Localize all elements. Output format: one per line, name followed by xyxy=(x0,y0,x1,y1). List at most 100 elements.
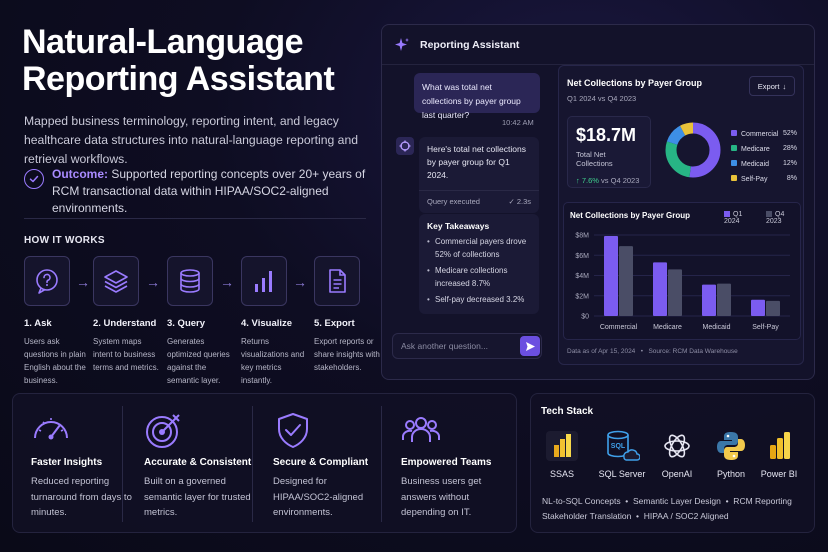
team-icon xyxy=(401,410,441,450)
tech-power-bi: Power BI xyxy=(752,428,806,479)
tech-python: Python xyxy=(704,428,758,479)
bar-chart-panel: Net Collections by Payer Group Q1 2024 Q4… xyxy=(563,202,801,340)
tech-openai: OpenAI xyxy=(650,428,704,479)
legend-label: Medicare xyxy=(741,145,770,153)
features-panel: Faster Insights Reduced reporting turnar… xyxy=(12,393,517,533)
legend-label: Commercial xyxy=(741,130,779,138)
document-icon xyxy=(329,269,346,293)
footer-source: Source: RCM Data Warehouse xyxy=(648,348,738,355)
step-export xyxy=(314,256,360,306)
feature-desc: Built on a governed semantic layer for t… xyxy=(144,476,251,518)
query-time: 2.3s xyxy=(516,197,531,206)
takeaway-item: Commercial payers drove 52% of collectio… xyxy=(427,236,531,261)
page-title: Natural-Language Reporting Assistant xyxy=(22,23,335,98)
feature-title: Accurate & Consistent xyxy=(144,457,252,468)
bar xyxy=(717,283,731,316)
feature-desc: Reduced reporting turnaround from days t… xyxy=(31,476,132,518)
tech-label: Power BI xyxy=(760,469,798,479)
tech-label: SSAS xyxy=(549,469,574,479)
hero-subtitle: Mapped business terminology, reporting i… xyxy=(24,114,359,166)
gauge-icon xyxy=(31,410,71,450)
send-button[interactable] xyxy=(520,336,540,356)
tech-stack-panel: Tech Stack SSAS SQL SQL Server OpenAI Py… xyxy=(530,393,815,533)
query-status-label: Query executed xyxy=(427,197,480,206)
x-tick-label: Commercial xyxy=(600,324,638,331)
step-title: 2. Understand xyxy=(93,318,157,329)
feature-title: Secure & Compliant xyxy=(273,457,369,468)
step-title: 5. Export xyxy=(314,318,355,329)
divider xyxy=(122,406,123,522)
y-tick-label: $4M xyxy=(575,273,589,280)
step-desc: Returns visualizations and key metrics i… xyxy=(241,337,305,385)
step-title: 1. Ask xyxy=(24,318,52,329)
feature-desc: Designed for HIPAA/SOC2-aligned environm… xyxy=(273,476,364,518)
ask-input[interactable]: Ask another question... xyxy=(392,333,542,359)
legend-value: 12% xyxy=(782,160,797,167)
step-query xyxy=(167,256,213,306)
y-tick-label: $0 xyxy=(581,314,589,321)
tech-tags: NL-to-SQL Concepts • Semantic Layer Desi… xyxy=(542,494,812,523)
tech-sql-server: SQL SQL Server xyxy=(595,428,649,479)
message-time: 10:42 AM xyxy=(502,118,534,127)
export-label: Export xyxy=(757,81,780,91)
donut-legend-item: Self-Pay 8% xyxy=(731,171,797,186)
database-icon xyxy=(180,269,200,293)
step-title: 3. Query xyxy=(167,318,206,329)
send-icon xyxy=(525,341,535,351)
takeaway-item: Medicare collections increased 8.7% xyxy=(427,265,531,290)
step-visualize xyxy=(241,256,287,306)
report-title: Net Collections by Payer Group xyxy=(567,78,703,88)
report-panel: Net Collections by Payer Group Q1 2024 v… xyxy=(558,65,804,365)
report-subtitle: Q1 2024 vs Q4 2023 xyxy=(567,94,637,103)
bar xyxy=(668,269,682,316)
feature-title: Empowered Teams xyxy=(401,457,492,468)
feature-desc: Business users get answers without depen… xyxy=(401,476,482,518)
how-it-works-heading: HOW IT WORKS xyxy=(24,235,105,246)
tech-tags-line: NL-to-SQL Concepts • Semantic Layer Desi… xyxy=(542,496,792,506)
bar xyxy=(619,246,633,316)
arrow-right-icon: → xyxy=(146,274,160,290)
bot-avatar-icon xyxy=(396,137,414,155)
shield-check-icon xyxy=(273,410,313,450)
legend-value: 8% xyxy=(786,175,797,182)
legend-label: Medicaid xyxy=(741,160,770,168)
sparkle-icon xyxy=(395,37,409,51)
report-footer: Data as of Apr 15, 2024 • Source: RCM Da… xyxy=(567,348,738,355)
check-circle-icon xyxy=(24,169,44,189)
bar-chart-icon xyxy=(255,271,272,292)
step-understand xyxy=(93,256,139,306)
arrow-right-icon: → xyxy=(220,274,234,290)
window-title: Reporting Assistant xyxy=(420,38,520,51)
tech-label: SQL Server xyxy=(598,469,646,479)
outcome-block: Outcome: Supported reporting concepts ov… xyxy=(24,166,369,217)
bar-chart-title: Net Collections by Payer Group xyxy=(570,211,691,220)
arrow-right-icon: → xyxy=(76,274,90,290)
legend-label: Self-Pay xyxy=(741,175,768,183)
bot-message: Here's total net collections by payer gr… xyxy=(419,137,539,213)
kpi-value: $18.7M xyxy=(576,125,637,145)
divider xyxy=(381,406,382,522)
step-desc: Export reports or share insights with st… xyxy=(314,337,380,372)
legend-value: 28% xyxy=(782,145,797,152)
check-icon: ✓ xyxy=(508,197,517,206)
export-button[interactable]: Export ↓ xyxy=(749,76,795,96)
tech-stack-title: Tech Stack xyxy=(541,406,594,417)
feature-title: Faster Insights xyxy=(31,457,103,468)
kpi-label: Total Net Collections xyxy=(576,150,613,168)
step-desc: Generates optimized queries against the … xyxy=(167,337,230,385)
legend-value: 52% xyxy=(782,130,797,137)
trend-up-icon: ↑ xyxy=(576,176,582,185)
layers-icon xyxy=(104,270,128,293)
bar-legend-item: Q1 2024 xyxy=(724,211,743,225)
x-tick-label: Self-Pay xyxy=(752,324,779,331)
bar xyxy=(751,299,765,316)
tech-tags-line: Stakeholder Translation • HIPAA / SOC2 A… xyxy=(542,510,729,521)
step-ask xyxy=(24,256,70,306)
divider xyxy=(252,406,253,522)
divider xyxy=(24,218,366,219)
footer-date: Data as of Apr 15, 2024 xyxy=(567,348,636,355)
kpi-delta: 7.6% xyxy=(581,176,599,185)
svg-text:SQL: SQL xyxy=(611,443,626,450)
step-title: 4. Visualize xyxy=(241,318,293,329)
takeaway-item: Self-pay decreased 3.2% xyxy=(427,294,531,307)
